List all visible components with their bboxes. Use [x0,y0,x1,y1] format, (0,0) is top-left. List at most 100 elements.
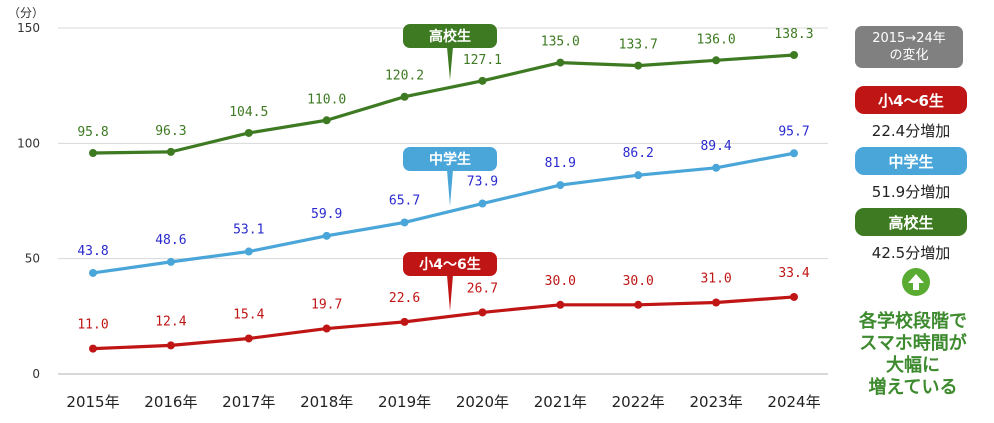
x-tick-label: 2016年 [144,393,197,411]
x-tick-label: 2024年 [767,393,820,411]
data-point [790,149,798,158]
data-label: 65.7 [389,193,420,208]
data-point [166,341,175,350]
x-tick-label: 2022年 [612,393,665,411]
y-tick-label: 150 [17,21,40,35]
legend-item-elementary: 小4〜6生 22.4分増加 [855,86,967,141]
data-label: 95.7 [778,124,809,139]
series-tag-label: 小4〜6生 [419,256,480,273]
x-tick-label: 2017年 [222,393,275,411]
x-tick-label: 2018年 [300,393,353,411]
data-point [634,171,643,180]
series-tag-pointer [447,275,453,311]
data-point [400,218,409,227]
data-label: 73.9 [467,175,498,190]
data-point [89,149,97,158]
data-label: 127.1 [463,53,502,68]
y-tick-label: 0 [32,367,40,381]
data-label: 81.9 [545,156,576,171]
data-label: 133.7 [619,38,658,53]
data-label: 53.1 [233,223,264,238]
data-point [322,116,331,125]
data-label: 33.4 [778,266,809,281]
data-point [556,58,565,67]
data-label: 96.3 [155,124,186,139]
y-tick-label: 100 [17,136,40,150]
data-label: 89.4 [700,139,731,154]
series-tag-pointer [447,170,453,206]
series-tag [403,252,497,276]
data-point [790,292,798,301]
series-tag [403,147,497,171]
series-tag-pointer [447,47,453,80]
data-point [322,324,331,333]
legend-pill-junior-high: 中学生 [855,147,967,175]
delta-elementary: 22.4分増加 [871,122,951,140]
data-label: 120.2 [385,69,424,84]
data-point [89,268,97,277]
data-label: 135.0 [541,35,580,50]
conclusion-line-4: 増えている [868,377,958,398]
x-tick-label: 2020年 [456,393,509,411]
series-tag-label: 高校生 [429,28,471,45]
data-label: 95.8 [77,125,108,140]
up-arrow-icon [902,268,930,296]
data-label: 11.0 [77,318,108,333]
data-label: 138.3 [774,27,813,42]
data-point [712,298,721,307]
x-tick-label: 2023年 [690,393,743,411]
legend-pill-elementary: 小4〜6生 [855,86,967,114]
data-label: 110.0 [307,92,346,107]
legend-item-high-school: 高校生 42.5分増加 [855,208,967,263]
data-label: 19.7 [311,298,342,313]
data-point [166,147,175,156]
conclusion-line-3: 大幅に [886,355,940,376]
conclusion-text: 各学校段階で スマホ時間が 大幅に 増えている [838,311,988,399]
x-tick-label: 2019年 [378,393,431,411]
summary-line-1: 2015→24年 [872,31,946,46]
data-label: 59.9 [311,207,342,222]
data-label: 26.7 [467,281,498,296]
x-tick-label: 2015年 [66,393,119,411]
data-point [556,300,565,309]
data-label: 104.5 [229,105,268,120]
data-point [322,231,331,240]
data-label: 86.2 [623,146,654,161]
data-point [478,308,487,317]
data-point [634,300,643,309]
delta-high-school: 42.5分増加 [871,244,951,262]
data-label: 15.4 [233,307,264,322]
data-point [400,317,409,326]
legend-pill-high-school: 高校生 [855,208,967,236]
data-label: 43.8 [77,244,108,259]
data-point [712,56,721,65]
data-point [244,247,253,256]
data-point [478,76,487,85]
y-unit-label: （分） [8,6,44,20]
summary-box: 2015→24年 の変化 [855,26,963,68]
data-label: 30.0 [623,274,654,289]
data-label: 48.6 [155,233,186,248]
data-point [790,50,798,59]
series-line [92,295,795,351]
summary-line-2: の変化 [889,48,929,63]
series-line [92,151,795,275]
data-label: 30.0 [545,274,576,289]
data-point [244,128,253,137]
x-tick-label: 2021年 [534,393,587,411]
series-tag-label: 中学生 [429,151,471,168]
data-point [400,92,409,101]
data-label: 12.4 [155,314,186,329]
data-label: 136.0 [697,32,736,47]
data-point [89,344,97,353]
data-point [556,181,565,190]
data-label: 31.0 [700,271,731,286]
data-point [634,61,643,70]
delta-junior-high: 51.9分増加 [871,183,951,201]
data-label: 22.6 [389,291,420,306]
conclusion-line-2: スマホ時間が [859,333,967,354]
data-point [712,163,721,172]
series-line [92,53,795,155]
y-tick-label: 50 [25,252,40,266]
